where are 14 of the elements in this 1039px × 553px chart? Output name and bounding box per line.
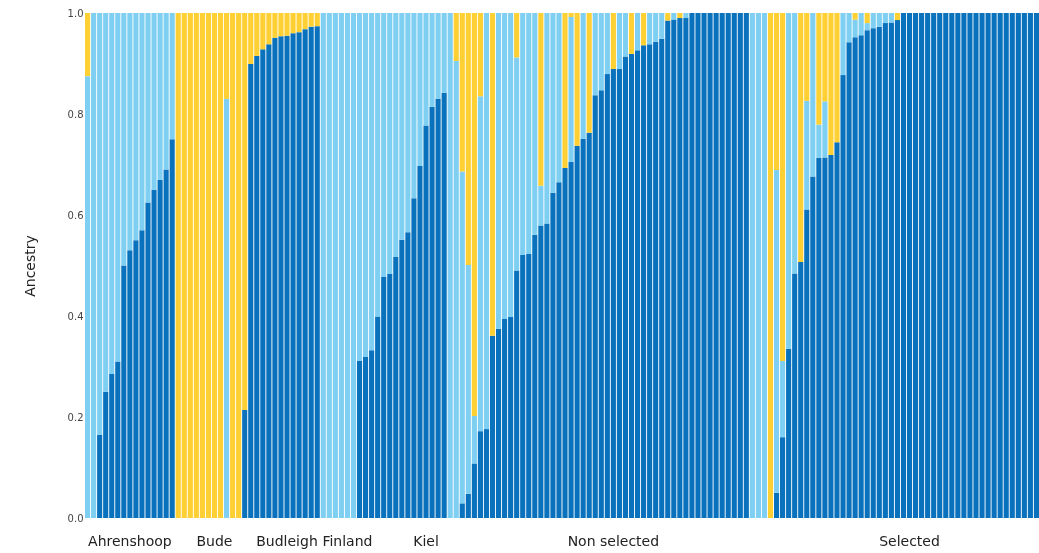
x-tick-label: Ahrenshoop [88,532,172,549]
y-tick-label: 0.8 [67,108,84,120]
y-tick-label: 0.2 [67,411,84,423]
x-tick-label: Finland [322,532,373,549]
y-tick-label: 0.0 [67,512,84,524]
x-tick-label: Selected [879,532,940,549]
y-tick-label: 0.4 [67,310,84,322]
x-tick-label: Budleigh [256,532,318,549]
x-tick-label: Kiel [413,532,439,549]
x-tick-label: Bude [196,532,233,549]
y-tick-label: 0.6 [67,209,84,221]
x-tick-label: Non selected [567,532,660,549]
y-tick-label: 1.0 [67,7,84,19]
y-axis-title: Ancestry [21,235,38,297]
